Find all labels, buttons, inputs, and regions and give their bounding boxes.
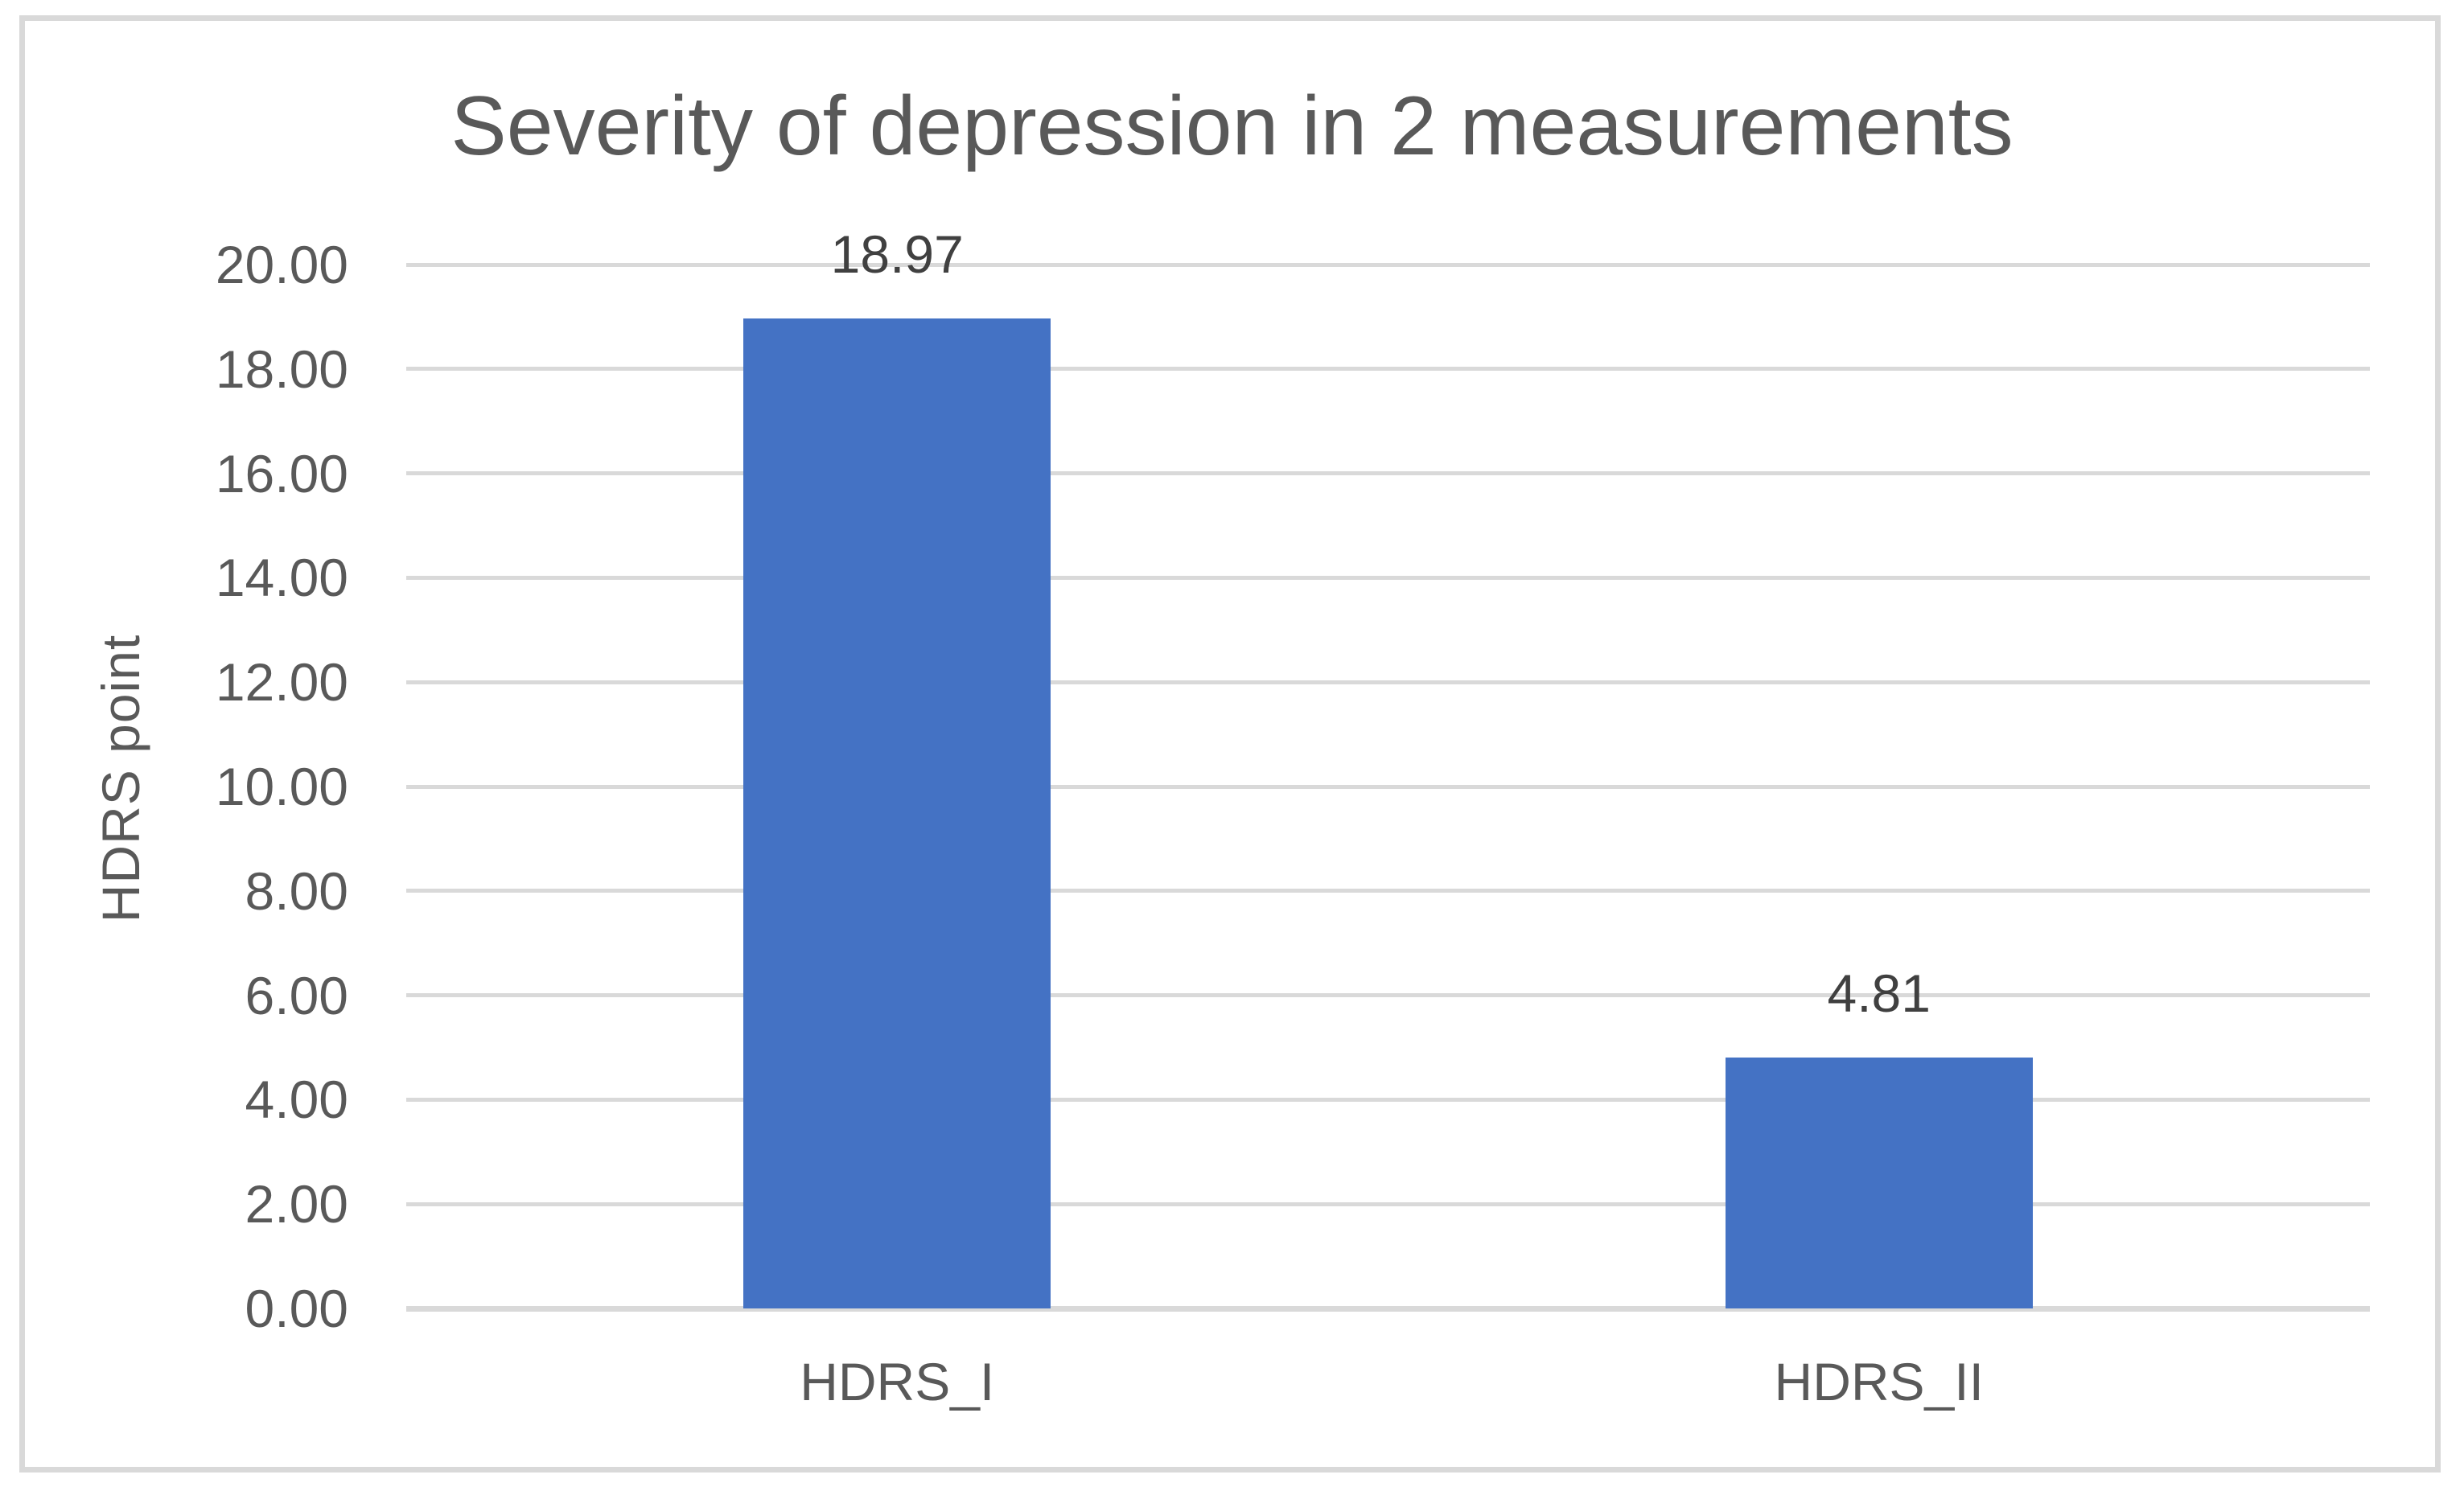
gridline: [406, 889, 2370, 893]
chart-border: [19, 15, 2441, 1473]
x-axis-label-HDRS_II: HDRS_II: [1774, 1352, 1984, 1411]
bar-HDRS_II: [1725, 1057, 2033, 1308]
y-tick-label: 6.00: [245, 965, 348, 1025]
gridline: [406, 262, 2370, 267]
y-tick-label: 2.00: [245, 1174, 348, 1234]
y-tick-label: 20.00: [215, 235, 348, 294]
y-tick-label: 18.00: [215, 339, 348, 399]
gridline: [406, 993, 2370, 998]
y-tick-label: 4.00: [245, 1070, 348, 1130]
gridline: [406, 680, 2370, 684]
y-tick-label: 8.00: [245, 861, 348, 921]
y-tick-label: 0.00: [245, 1279, 348, 1338]
data-label-HDRS_I: 18.97: [830, 224, 964, 284]
chart-title: Severity of depression in 2 measurements: [450, 80, 2014, 173]
gridline: [406, 1201, 2370, 1206]
y-tick-label: 10.00: [215, 757, 348, 816]
gridline: [406, 784, 2370, 789]
y-tick-label: 14.00: [215, 548, 348, 608]
gridline: [406, 367, 2370, 372]
data-label-HDRS_II: 4.81: [1827, 963, 1931, 1023]
bar-HDRS_I: [743, 318, 1051, 1308]
x-axis-label-HDRS_I: HDRS_I: [800, 1352, 995, 1411]
gridline: [406, 1097, 2370, 1102]
gridline: [406, 471, 2370, 476]
y-tick-label: 16.00: [215, 443, 348, 503]
x-axis-line: [406, 1305, 2370, 1312]
gridline: [406, 575, 2370, 580]
y-tick-label: 12.00: [215, 652, 348, 713]
